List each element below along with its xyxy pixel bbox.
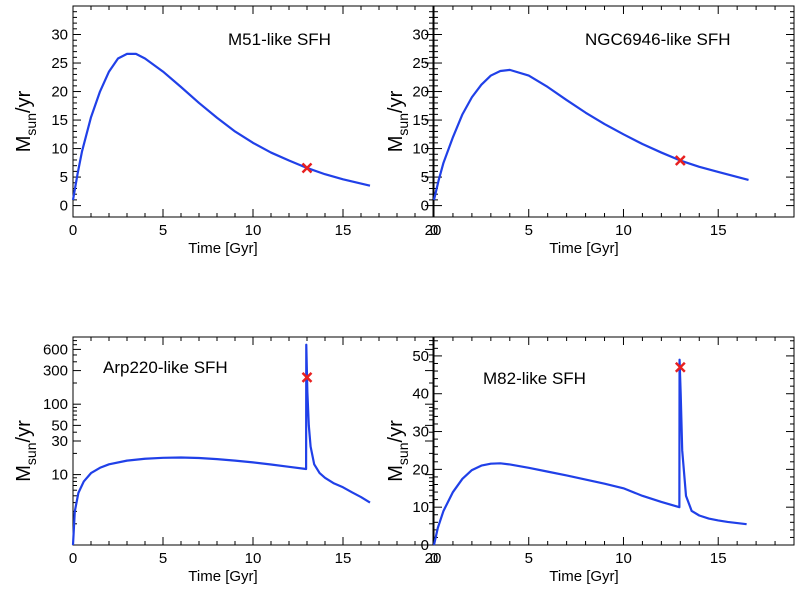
x-tick-label: 5 <box>525 222 533 239</box>
y-tick-label: 15 <box>412 112 429 129</box>
sfh-line <box>71 343 371 546</box>
sfh-line <box>432 68 749 201</box>
y-tick-label: 10 <box>51 467 68 484</box>
panel-title: Arp220-like SFH <box>103 358 228 377</box>
panel-title: M82-like SFH <box>483 369 586 388</box>
x-axis-label: Time [Gyr] <box>549 568 618 585</box>
present-day-marker <box>301 372 313 383</box>
y-axis-label-main: M <box>385 136 407 153</box>
y-axis-label-sub: sun <box>23 113 39 136</box>
panel-ngc6946: 0 5 10 15 0 5 10 15 20 25 30 Time [Gyr] Msun/yr NGC69… <box>385 5 795 257</box>
y-tick-label: 20 <box>412 461 429 478</box>
x-tick-label: 15 <box>710 222 727 239</box>
x-tick-label: 0 <box>69 222 77 239</box>
y-tick-label: 100 <box>43 396 68 413</box>
x-tick-label: 5 <box>159 550 167 567</box>
marker-stroke <box>674 361 686 373</box>
x-tick-label: 15 <box>335 550 352 567</box>
x-tick-label: 10 <box>245 222 262 239</box>
x-tick-label: 20 <box>425 550 442 567</box>
y-tick-label: 40 <box>412 386 429 403</box>
y-tick-label: 0 <box>421 537 429 554</box>
x-axis-label: Time [Gyr] <box>549 240 618 257</box>
panel-title: M51-like SFH <box>228 30 331 49</box>
x-tick-label: 0 <box>430 550 438 567</box>
plot-frame <box>433 336 795 546</box>
y-tick-label: 25 <box>412 55 429 72</box>
y-axis-label-main: M <box>13 465 35 482</box>
y-tick-label: 10 <box>51 141 68 158</box>
x-tick-label: 10 <box>615 222 632 239</box>
y-axis-label-main: M <box>13 136 35 153</box>
y-tick-label: 20 <box>51 84 68 101</box>
y-axis-label-suffix: /yr <box>13 90 35 113</box>
y-tick-label: 50 <box>412 348 429 365</box>
present-day-marker <box>674 361 686 373</box>
y-axis-label-sub: sun <box>23 442 39 465</box>
y-tick-label: 300 <box>43 363 68 380</box>
x-tick-label: 5 <box>159 222 167 239</box>
y-tick-label: 0 <box>60 198 68 215</box>
sfh-line <box>432 358 747 546</box>
y-tick-label: 30 <box>412 424 429 441</box>
x-axis-label: Time [Gyr] <box>188 568 257 585</box>
y-tick-label: 20 <box>412 84 429 101</box>
y-axis-label-suffix: /yr <box>13 420 35 443</box>
y-tick-label: 600 <box>43 341 68 358</box>
y-axis-label-sub: sun <box>395 113 411 136</box>
marker-stroke <box>674 155 686 166</box>
y-axis-label: Msun/yr <box>385 420 411 482</box>
y-tick-label: 10 <box>412 141 429 158</box>
x-tick-label: 15 <box>335 222 352 239</box>
marker-stroke <box>301 372 313 383</box>
y-tick-label: 30 <box>51 27 68 44</box>
sfh-line <box>71 52 371 201</box>
panel-m82: 0 5 10 15 0 10 20 30 40 50 Time [Gyr] Msun/yr M82-li… <box>385 336 795 585</box>
x-tick-label: 10 <box>615 550 632 567</box>
y-tick-label: 50 <box>51 417 68 434</box>
y-tick-label: 30 <box>412 27 429 44</box>
y-tick-label: 0 <box>421 198 429 215</box>
x-tick-label: 10 <box>245 550 262 567</box>
y-axis-label-sub: sun <box>395 442 411 465</box>
y-axis-label: Msun/yr <box>13 90 39 152</box>
y-axis-label: Msun/yr <box>13 420 39 482</box>
y-axis-label-main: M <box>385 465 407 482</box>
y-axis-label-suffix: /yr <box>385 420 407 443</box>
panel-title: NGC6946-like SFH <box>585 30 731 49</box>
x-axis-label: Time [Gyr] <box>188 240 257 257</box>
y-tick-label: 5 <box>421 169 429 186</box>
marker-stroke <box>301 162 313 174</box>
present-day-marker <box>301 162 313 174</box>
y-tick-label: 10 <box>412 499 429 516</box>
y-tick-label: 25 <box>51 55 68 72</box>
y-tick-label: 15 <box>51 112 68 129</box>
x-tick-label: 20 <box>425 222 442 239</box>
y-tick-label: 30 <box>51 433 68 450</box>
present-day-marker <box>674 155 686 166</box>
y-axis-label-suffix: /yr <box>385 90 407 113</box>
x-tick-label: 0 <box>69 550 77 567</box>
y-tick-label: 5 <box>60 169 68 186</box>
y-axis-label: Msun/yr <box>385 90 411 152</box>
x-tick-label: 0 <box>430 222 438 239</box>
x-tick-label: 5 <box>525 550 533 567</box>
x-tick-label: 15 <box>710 550 727 567</box>
plot-frame <box>433 5 795 218</box>
